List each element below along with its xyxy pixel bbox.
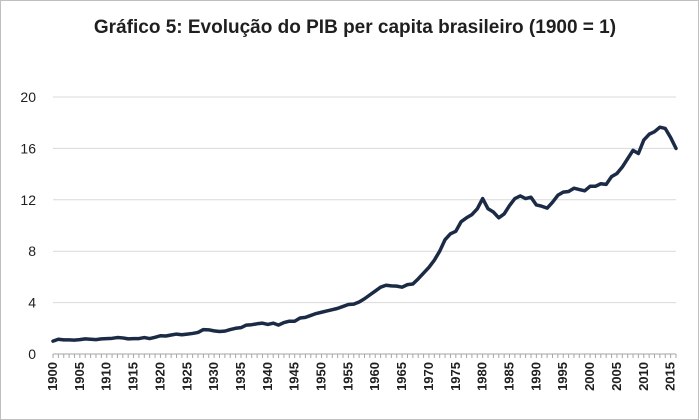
x-tick-label-1905: 1905 xyxy=(72,362,87,391)
x-tick-label-1985: 1985 xyxy=(502,362,517,391)
x-tick-label-1900: 1900 xyxy=(45,362,60,391)
series-group xyxy=(53,127,676,341)
x-tick-label-1935: 1935 xyxy=(233,362,248,391)
y-tick-labels: 0 4 8 12 16 20 xyxy=(20,89,36,362)
x-tick-label-1980: 1980 xyxy=(475,362,490,391)
x-tick-label-2005: 2005 xyxy=(609,362,624,391)
gridlines xyxy=(53,97,676,303)
x-tick-label-1975: 1975 xyxy=(448,362,463,391)
x-tick-label-1995: 1995 xyxy=(555,362,570,391)
x-tick-label-1945: 1945 xyxy=(287,362,302,391)
x-tick-label-1910: 1910 xyxy=(99,362,114,391)
x-tick-label-2010: 2010 xyxy=(636,362,651,391)
x-tick-label-1915: 1915 xyxy=(126,362,141,391)
y-tick-label-8: 8 xyxy=(28,243,36,259)
x-tick-label-1925: 1925 xyxy=(179,362,194,391)
x-tick-label-1970: 1970 xyxy=(421,362,436,391)
x-tick-labels: 1900 1905 1910 1915 1920 1925 1930 1935 1940 1945… xyxy=(45,362,678,391)
y-tick-label-0: 0 xyxy=(28,346,36,362)
x-tick-label-1950: 1950 xyxy=(314,362,329,391)
y-tick-label-12: 12 xyxy=(20,192,36,208)
x-tick-label-1960: 1960 xyxy=(367,362,382,391)
x-tick-label-1920: 1920 xyxy=(152,362,167,391)
series-line-0 xyxy=(53,127,676,341)
chart-canvas: 048121620 1900 1905 1910 1915 1920 1925 1930 19… xyxy=(0,0,699,420)
x-tick-label-1955: 1955 xyxy=(340,362,355,391)
x-tick-label-2000: 2000 xyxy=(582,362,597,391)
y-tick-label-20: 20 xyxy=(20,89,36,105)
x-tick-label-1990: 1990 xyxy=(528,362,543,391)
x-tick-label-2015: 2015 xyxy=(663,362,678,391)
x-axis xyxy=(53,354,676,358)
x-tick-label-1930: 1930 xyxy=(206,362,221,391)
y-tick-label-4: 4 xyxy=(28,295,36,311)
y-tick-label-16: 16 xyxy=(20,140,36,156)
x-tick-label-1940: 1940 xyxy=(260,362,275,391)
x-tick-label-1965: 1965 xyxy=(394,362,409,391)
